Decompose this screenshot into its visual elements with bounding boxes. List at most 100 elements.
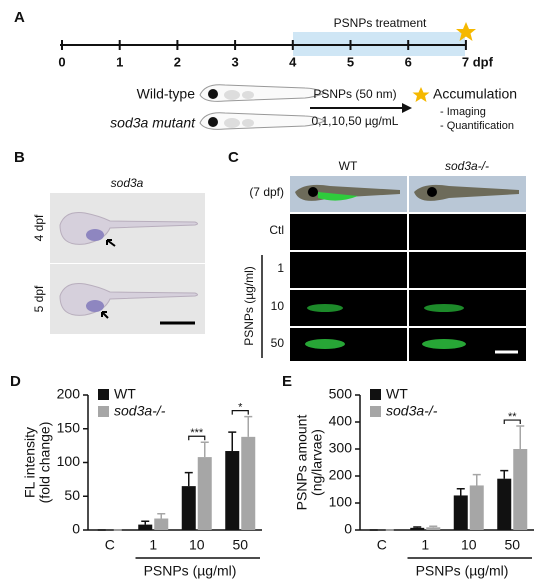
legend-label: sod3a-/-: [386, 403, 438, 419]
y-tick-label: 50: [64, 487, 80, 503]
x-tick-label: 50: [504, 537, 520, 553]
y-tick-label: 0: [344, 521, 352, 537]
timeline-label: 4: [289, 54, 297, 69]
axis-label: PSNPs (µg/ml): [242, 266, 256, 346]
row-label: 1: [277, 261, 284, 275]
row-label: Ctl: [269, 223, 284, 237]
stain: [86, 229, 104, 241]
timeline-ticks: 0 1 2 3 4 5 6 7 dpf: [58, 40, 494, 69]
y-axis-label: FL intensity: [22, 427, 38, 498]
accumulation-label: Accumulation: [433, 86, 517, 102]
x-tick-label: 1: [149, 537, 157, 553]
y-axis-label: PSNPs amount: [294, 415, 310, 511]
error-bar: [200, 441, 209, 458]
x-axis-label: PSNPs (µg/ml): [416, 563, 509, 579]
timeline-label: 2: [174, 54, 181, 69]
timeline-label: 0: [58, 54, 65, 69]
y-tick-label: 100: [57, 453, 81, 469]
x-tick-label: C: [377, 537, 387, 553]
error-bar: [429, 525, 438, 528]
significance-bracket: [188, 435, 206, 441]
arrow: [106, 239, 116, 247]
bar: [225, 451, 240, 530]
panel-label: A: [14, 9, 25, 26]
x-tick-label: 1: [421, 537, 429, 553]
bar: [513, 449, 528, 530]
x-axis-label: PSNPs (µg/ml): [144, 563, 237, 579]
wild-type-label: Wild-type: [137, 86, 196, 102]
significance-label: *: [238, 402, 243, 414]
fish-wt: [199, 84, 327, 102]
y-tick-label: 100: [329, 494, 353, 510]
panel-label: E: [282, 373, 292, 390]
y-axis-label: (fold change): [37, 422, 53, 504]
row-label: 50: [271, 336, 285, 350]
bar: [410, 527, 425, 530]
significance-label: **: [508, 411, 517, 423]
legend-swatch: [98, 389, 109, 400]
significance-label: ***: [190, 427, 204, 439]
bar: [469, 485, 484, 530]
panel-label: B: [14, 149, 25, 166]
bar: [241, 436, 256, 530]
error-bar: [228, 431, 237, 452]
row-label: 4 dpf: [32, 214, 46, 241]
error-bar: [413, 526, 422, 528]
bar: [426, 527, 441, 530]
mutant-label: sod3a mutant: [110, 115, 196, 131]
error-bar: [141, 520, 150, 525]
bar: [138, 524, 153, 530]
significance-bracket: [503, 419, 521, 425]
legend-label: WT: [114, 386, 136, 402]
panel-label: D: [10, 373, 21, 390]
images: [290, 176, 526, 361]
x-tick-label: 10: [461, 537, 477, 553]
legend-swatch: [370, 389, 381, 400]
bullet: - Imaging: [440, 106, 486, 118]
timeline-label: 3: [231, 54, 238, 69]
y-tick-label: 0: [72, 521, 80, 537]
y-axis-label: (ng/larvae): [309, 429, 325, 496]
bar: [197, 457, 212, 530]
significance-bracket: [231, 410, 249, 415]
error-bar: [157, 513, 166, 519]
stain: [86, 300, 104, 312]
legend-swatch: [370, 406, 381, 417]
panel-label: C: [228, 149, 239, 166]
bar: [154, 518, 169, 530]
gene-label: sod3a: [111, 176, 144, 190]
timeline-label: 7 dpf: [462, 54, 494, 69]
bar: [181, 486, 196, 530]
y-tick-label: 300: [329, 440, 353, 456]
error-bar: [456, 487, 465, 496]
star: [456, 22, 476, 41]
bullet: - Quantification: [440, 120, 514, 132]
error-bar: [472, 473, 481, 486]
timeline-label: 6: [405, 54, 412, 69]
timeline-label: 5: [347, 54, 354, 69]
bar: [453, 495, 468, 530]
error-bar: [244, 415, 253, 437]
legend-label: WT: [386, 386, 408, 402]
legend-swatch: [98, 406, 109, 417]
x-tick-label: 50: [232, 537, 248, 553]
y-tick-label: 400: [329, 413, 353, 429]
arrow-head: [402, 103, 412, 113]
fish-mutant: [199, 112, 327, 130]
dose-label: PSNPs (50 nm): [313, 87, 396, 101]
y-tick-label: 150: [57, 419, 81, 435]
bar: [497, 478, 512, 530]
y-tick-label: 500: [329, 386, 353, 402]
x-tick-label: C: [105, 537, 115, 553]
y-tick-label: 200: [57, 386, 81, 402]
x-tick-label: 10: [189, 537, 205, 553]
star: [412, 87, 430, 102]
row-label: 10: [271, 299, 285, 313]
row-label: 5 dpf: [32, 285, 46, 312]
treatment-label: PSNPs treatment: [334, 16, 427, 30]
column-label: sod3a-/-: [445, 159, 489, 173]
column-label: WT: [339, 159, 358, 173]
